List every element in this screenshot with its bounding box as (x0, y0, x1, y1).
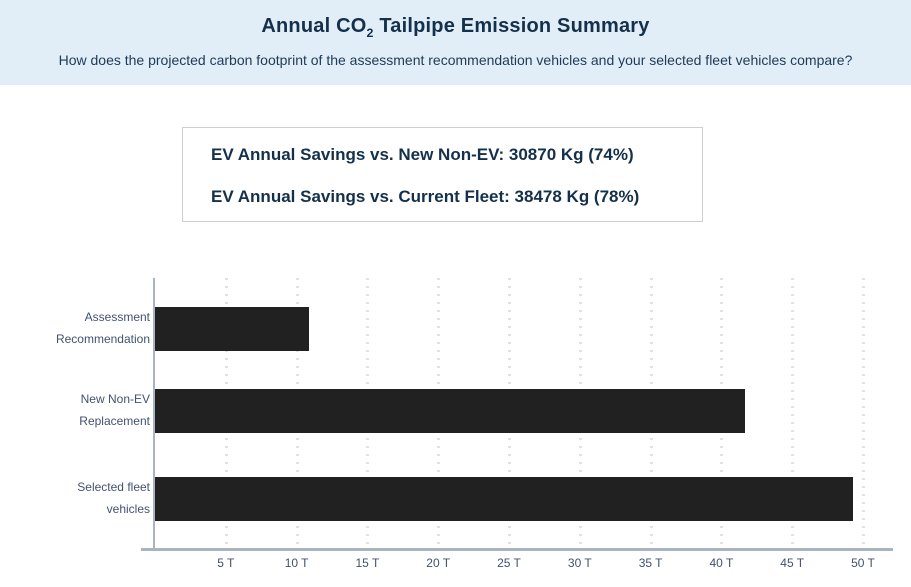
page-title: Annual CO2 Tailpipe Emission Summary (0, 15, 911, 40)
category-label-1: New Non-EV Replacement (0, 388, 150, 432)
page-title-text: Annual CO (261, 15, 367, 37)
x-tick-label-15t: 15 T (355, 556, 380, 570)
x-tick-label-20t: 20 T (426, 556, 451, 570)
x-tick-label-35t: 35 T (638, 556, 663, 570)
category-label-line: Replacement (79, 414, 150, 428)
category-label-line: Selected fleet (77, 480, 150, 494)
savings-line-current-fleet: EV Annual Savings vs. Current Fleet: 384… (211, 187, 640, 206)
bar-2 (155, 477, 853, 521)
x-tick-label-40t: 40 T (709, 556, 734, 570)
x-tick-label-50t: 50 T (851, 556, 875, 570)
gridline-50t (862, 278, 865, 548)
page-subtitle: How does the projected carbon footprint … (58, 52, 853, 68)
x-tick-label-25t: 25 T (497, 556, 521, 570)
savings-summary-box: EV Annual Savings vs. New Non-EV: 30870 … (182, 127, 703, 222)
category-label-2: Selected fleet vehicles (0, 476, 150, 520)
page-title-subscript: 2 (366, 26, 374, 40)
category-label-line: Recommendation (55, 332, 150, 346)
header-band: Annual CO2 Tailpipe Emission Summary How… (0, 0, 911, 85)
category-label-line: Assessment (84, 310, 150, 324)
x-tick-label-5t: 5 T (217, 556, 235, 570)
bar-0 (155, 307, 309, 351)
category-label-0: Assessment Recommendation (0, 306, 150, 350)
savings-line-new-nonev: EV Annual Savings vs. New Non-EV: 30870 … (211, 145, 634, 164)
bar-1 (155, 389, 745, 433)
x-tick-label-10t: 10 T (284, 556, 309, 570)
category-label-line: vehicles (106, 502, 150, 516)
x-tick-label-45t: 45 T (780, 556, 805, 570)
x-tick-label-30t: 30 T (567, 556, 592, 570)
gridline-45t (791, 278, 795, 548)
x-axis-line (141, 548, 893, 551)
category-label-line: New Non-EV (80, 392, 150, 406)
page-title-text: Tailpipe Emission Summary (373, 15, 650, 37)
y-axis-line (153, 278, 155, 548)
